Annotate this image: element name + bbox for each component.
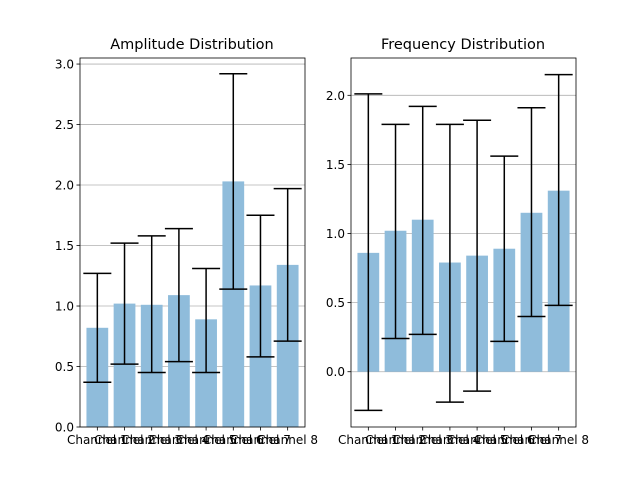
frequency-distribution-chart: Frequency Distribution 0.0 0.5 1.0 1.5 2.0 Ch… [326,37,589,447]
x-tick-label: Channel 4 [149,433,210,447]
x-tick-label: Channel 7 [501,433,562,447]
axes-frame [350,57,577,428]
bar [222,181,245,427]
x-tick-label: Channel 2 [94,433,155,447]
y-tick-label: 0.0 [55,421,74,435]
x-tick-label: Channel 2 [365,433,426,447]
y-tick-label: 1.5 [55,239,74,253]
bar [276,264,299,427]
x-tick-label: Channel 4 [420,433,481,447]
x-tick-label: Channel 5 [447,433,508,447]
y-tick-label: 2.0 [326,89,345,103]
chart-title: Frequency Distribution [381,37,545,53]
y-tick-label: 2.0 [55,179,74,193]
x-tick-label: Channel 6 [474,433,535,447]
chart-title: Amplitude Distribution [110,37,274,53]
y-tick-label: 2.5 [55,118,74,132]
y-tick-label: 0.5 [55,360,74,374]
x-tick-label: Channel 7 [230,433,291,447]
x-tick-label: Channel 5 [176,433,237,447]
x-tick-label: Channel 6 [203,433,264,447]
bar [113,303,136,427]
y-tick-label: 3.0 [55,58,74,72]
amplitude-distribution-chart: Amplitude Distribution 0.0 0.5 1.0 1.5 2.0 2.… [55,37,318,447]
y-tick-label: 1.0 [326,227,345,241]
x-tick-label: Channel 8 [528,433,589,447]
x-tick-label: Channel 8 [257,433,318,447]
y-tick-label: 0.0 [326,365,345,379]
x-tick-label: Channel 3 [121,433,182,447]
axes-frame [79,57,306,428]
x-tick-label: Channel 1 [338,433,399,447]
x-tick-label: Channel 1 [67,433,128,447]
y-tick-label: 1.0 [55,300,74,314]
x-tick-label: Channel 3 [392,433,453,447]
y-tick-label: 1.5 [326,158,345,172]
y-tick-label: 0.5 [326,296,345,310]
